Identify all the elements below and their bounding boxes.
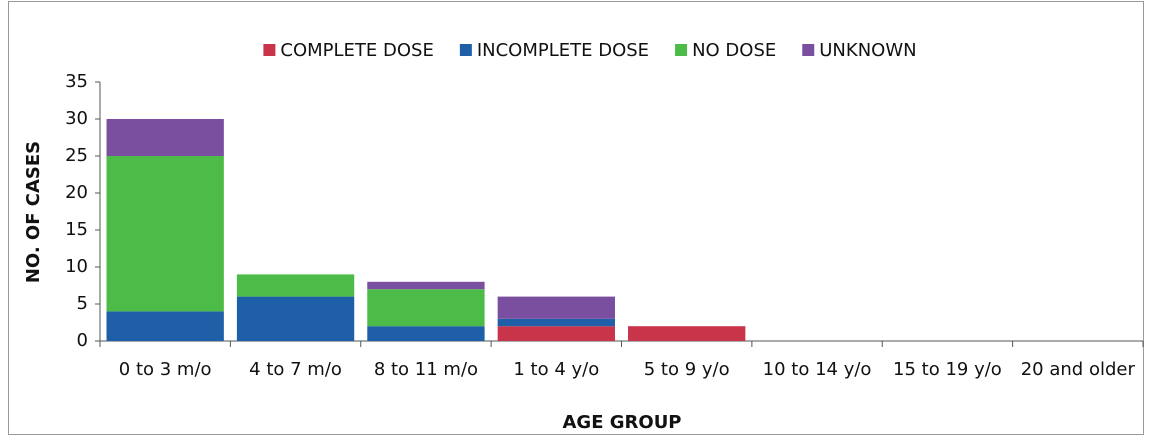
x-tick-label: 10 to 14 y/o: [762, 359, 872, 380]
bar-segment: [497, 326, 615, 341]
x-tick-label: 8 to 11 m/o: [373, 359, 479, 380]
bar-segment: [106, 311, 224, 341]
y-tick-label: 20: [65, 182, 88, 203]
bar-segment: [497, 318, 615, 327]
bar-segment: [236, 274, 355, 297]
y-tick-label: 10: [65, 256, 88, 277]
x-tick-label: 0 to 3 m/o: [118, 359, 212, 380]
legend-swatch: [675, 44, 688, 56]
x-tick-label: 15 to 19 y/o: [893, 359, 1002, 380]
legend-label: UNKNOWN: [819, 40, 916, 61]
bar-segment: [106, 119, 224, 156]
legend-swatch: [459, 44, 472, 56]
bar-segment: [497, 296, 615, 319]
chart-border: [8, 1, 1144, 435]
bar-segment: [367, 281, 485, 290]
bar-segment: [367, 289, 485, 327]
x-tick-label: 1 to 4 y/o: [513, 359, 600, 380]
legend-label: COMPLETE DOSE: [280, 40, 433, 61]
y-axis-title: NO. OF CASES: [23, 141, 44, 283]
bar-segment: [367, 326, 485, 341]
y-tick-label: 30: [65, 108, 88, 129]
y-tick-label: 0: [77, 330, 88, 351]
legend-label: INCOMPLETE DOSE: [477, 40, 649, 61]
x-tick-label: 20 and older: [1020, 359, 1135, 380]
x-tick-label: 5 to 9 y/o: [643, 359, 730, 380]
y-tick-label: 35: [65, 71, 88, 92]
legend-label: NO DOSE: [692, 40, 776, 61]
x-tick-label: 4 to 7 m/o: [249, 359, 342, 380]
bar-segment: [628, 326, 746, 341]
legend-swatch: [263, 44, 276, 56]
y-tick-label: 25: [65, 145, 88, 166]
y-tick-label: 15: [65, 219, 88, 240]
legend-swatch: [802, 44, 815, 56]
y-tick-label: 5: [77, 293, 88, 314]
bar-segment: [106, 156, 224, 312]
bar-segment: [236, 296, 355, 341]
x-axis-title: AGE GROUP: [562, 412, 681, 433]
